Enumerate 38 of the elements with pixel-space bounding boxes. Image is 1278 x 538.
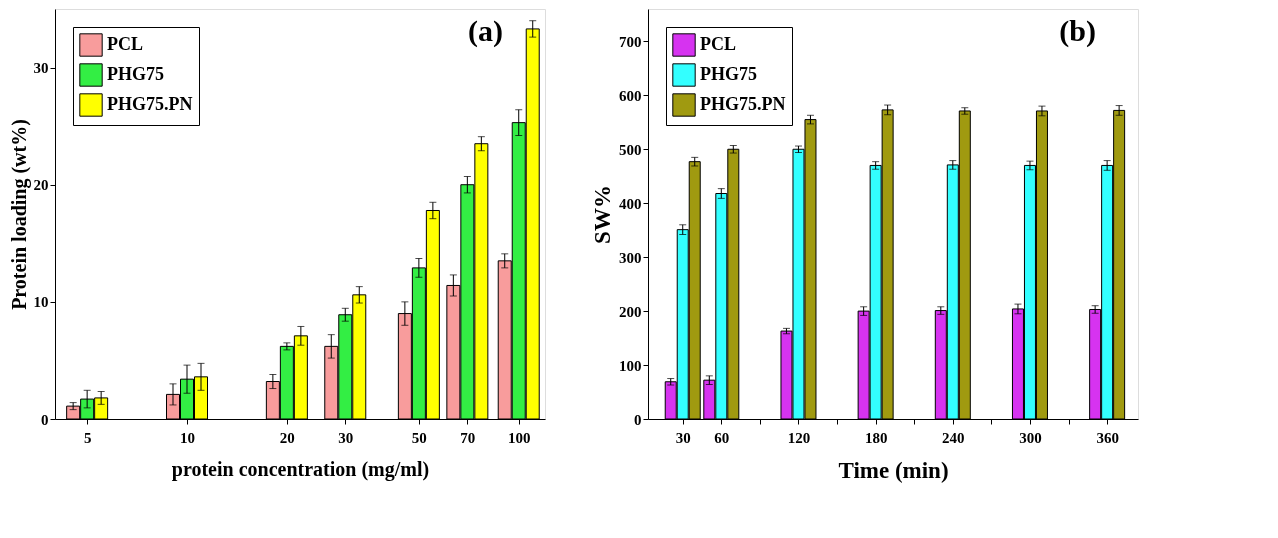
legend-label: PCL xyxy=(107,34,143,54)
x-tick-label: 70 xyxy=(460,429,476,446)
legend-label: PHG75.PN xyxy=(107,94,193,114)
x-tick-label: 120 xyxy=(787,429,811,446)
x-tick-label: 180 xyxy=(864,429,888,446)
x-tick-label: 360 xyxy=(1096,429,1119,446)
y-axis-title: SW% xyxy=(590,185,615,244)
legend-label: PHG75.PN xyxy=(700,94,786,114)
x-tick-label: 60 xyxy=(714,429,730,446)
x-tick-label: 5 xyxy=(83,429,92,446)
y-tick-label: 300 xyxy=(619,249,642,266)
legend-label: PHG75 xyxy=(107,64,164,84)
annotation: (a) xyxy=(468,14,503,48)
x-tick-label: 300 xyxy=(1019,429,1042,446)
y-tick-label: 500 xyxy=(619,141,642,158)
x-tick-label: 100 xyxy=(507,429,531,446)
y-tick-label: 30 xyxy=(33,60,49,77)
y-tick-label: 0 xyxy=(634,411,642,428)
y-tick-label: 100 xyxy=(619,357,642,374)
y-tick-label: 10 xyxy=(33,294,49,311)
y-tick-label: 400 xyxy=(619,195,642,212)
x-tick-label: 30 xyxy=(675,429,691,446)
x-tick-label: 50 xyxy=(411,429,427,446)
annotation: (b) xyxy=(1059,14,1096,48)
y-axis-title: Protein loading (wt%) xyxy=(7,119,31,310)
x-tick-label: 30 xyxy=(338,429,354,446)
x-axis-title: protein concentration (mg/ml) xyxy=(171,457,430,481)
y-tick-label: 700 xyxy=(619,33,642,50)
y-tick-label: 20 xyxy=(33,177,49,194)
x-tick-label: 10 xyxy=(180,429,196,446)
x-tick-label: 20 xyxy=(279,429,295,446)
legend-label: PHG75 xyxy=(700,64,757,84)
y-tick-label: 600 xyxy=(619,87,642,104)
x-axis-title: Time (min) xyxy=(838,457,949,483)
x-tick-label: 240 xyxy=(942,429,965,446)
y-tick-label: 200 xyxy=(619,303,642,320)
legend-label: PCL xyxy=(700,34,736,54)
y-tick-label: 0 xyxy=(41,411,49,428)
